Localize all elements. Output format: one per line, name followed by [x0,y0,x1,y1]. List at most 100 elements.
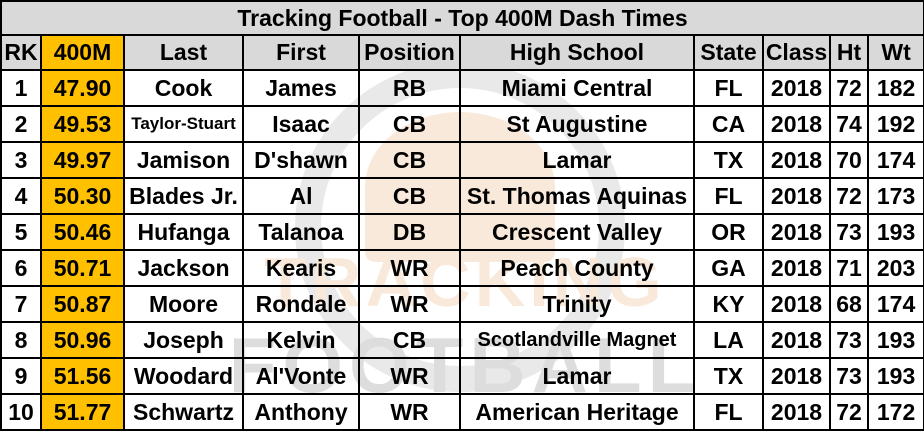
header-class: Class [762,34,831,71]
header-rank: RK [0,34,42,71]
cell-400m-time: 50.71 [40,249,125,287]
table-row: 7 50.87 Moore Rondale WR Trinity KY 2018 68 174 [0,285,924,323]
cell-400m-time: 50.30 [40,177,125,215]
cell-first-name: Rondale [242,285,360,323]
cell-400m-time: 49.53 [40,105,125,143]
cell-rank: 9 [0,357,42,395]
cell-high-school: St Augustine [459,105,695,143]
cell-height: 73 [829,357,869,395]
cell-first-name: Isaac [242,105,360,143]
cell-class: 2018 [762,321,831,359]
cell-state: FL [693,177,764,215]
cell-first-name: Kelvin [242,321,360,359]
cell-high-school: Miami Central [459,69,695,107]
header-state: State [693,34,764,71]
cell-state: OR [693,213,764,251]
cell-position: WR [358,393,461,431]
cell-high-school: Lamar [459,357,695,395]
cell-rank: 1 [0,69,42,107]
header-weight: Wt [866,34,924,71]
cell-rank: 6 [0,249,42,287]
cell-weight: 193 [866,321,924,359]
cell-state: LA [693,321,764,359]
cell-rank: 5 [0,213,42,251]
cell-last-name: Schwartz [123,393,244,431]
cell-first-name: James [242,69,360,107]
cell-height: 70 [829,141,869,179]
cell-weight: 172 [866,393,924,431]
cell-rank: 3 [0,141,42,179]
cell-high-school: Crescent Valley [459,213,695,251]
cell-class: 2018 [762,285,831,323]
cell-state: KY [693,285,764,323]
cell-first-name: D'shawn [242,141,360,179]
cell-height: 74 [829,105,869,143]
cell-class: 2018 [762,141,831,179]
cell-last-name: Joseph [123,321,244,359]
table-row: 9 51.56 Woodard Al'Vonte WR Lamar TX 2018 73 193 [0,357,924,395]
cell-first-name: Kearis [242,249,360,287]
cell-weight: 193 [866,213,924,251]
cell-position: WR [358,357,461,395]
cell-high-school: St. Thomas Aquinas [459,177,695,215]
cell-state: TX [693,141,764,179]
cell-last-name: Moore [123,285,244,323]
cell-last-name: Woodard [123,357,244,395]
cell-400m-time: 47.90 [40,69,125,107]
cell-first-name: Al'Vonte [242,357,360,395]
cell-height: 68 [829,285,869,323]
cell-class: 2018 [762,249,831,287]
cell-weight: 182 [866,69,924,107]
cell-rank: 8 [0,321,42,359]
cell-rank: 2 [0,105,42,143]
cell-height: 73 [829,321,869,359]
header-position: Position [358,34,461,71]
table-row: 1 47.90 Cook James RB Miami Central FL 2018 72 18… [0,69,924,107]
cell-weight: 192 [866,105,924,143]
table-row: 4 50.30 Blades Jr. Al CB St. Thomas Aquinas FL… [0,177,924,215]
cell-class: 2018 [762,357,831,395]
cell-position: RB [358,69,461,107]
cell-height: 72 [829,393,869,431]
cell-high-school: Scotlandville Magnet [459,321,695,359]
cell-position: WR [358,285,461,323]
cell-last-name: Jackson [123,249,244,287]
cell-class: 2018 [762,69,831,107]
header-first: First [242,34,360,71]
header-400m: 400M [40,34,125,71]
title-row: Tracking Football - Top 400M Dash Times [0,0,924,36]
cell-first-name: Al [242,177,360,215]
cell-state: CA [693,105,764,143]
cell-weight: 173 [866,177,924,215]
cell-rank: 10 [0,393,42,431]
header-high-school: High School [459,34,695,71]
cell-high-school: American Heritage [459,393,695,431]
table-row: 6 50.71 Jackson Kearis WR Peach County GA 2018 7… [0,249,924,287]
cell-position: DB [358,213,461,251]
cell-position: CB [358,105,461,143]
cell-height: 72 [829,177,869,215]
table-row: 2 49.53 Taylor-Stuart Isaac CB St Augustine CA… [0,105,924,143]
cell-last-name: Cook [123,69,244,107]
cell-position: CB [358,177,461,215]
cell-class: 2018 [762,177,831,215]
cell-weight: 174 [866,141,924,179]
cell-position: CB [358,141,461,179]
cell-weight: 174 [866,285,924,323]
cell-weight: 203 [866,249,924,287]
cell-400m-time: 51.77 [40,393,125,431]
cell-last-name: Jamison [123,141,244,179]
cell-rank: 4 [0,177,42,215]
cell-position: CB [358,321,461,359]
cell-height: 71 [829,249,869,287]
cell-height: 73 [829,213,869,251]
cell-400m-time: 50.87 [40,285,125,323]
table-row: 3 49.97 Jamison D'shawn CB Lamar TX 2018 70 174 [0,141,924,179]
cell-first-name: Anthony [242,393,360,431]
cell-state: TX [693,357,764,395]
cell-state: FL [693,69,764,107]
cell-high-school: Peach County [459,249,695,287]
cell-height: 72 [829,69,869,107]
